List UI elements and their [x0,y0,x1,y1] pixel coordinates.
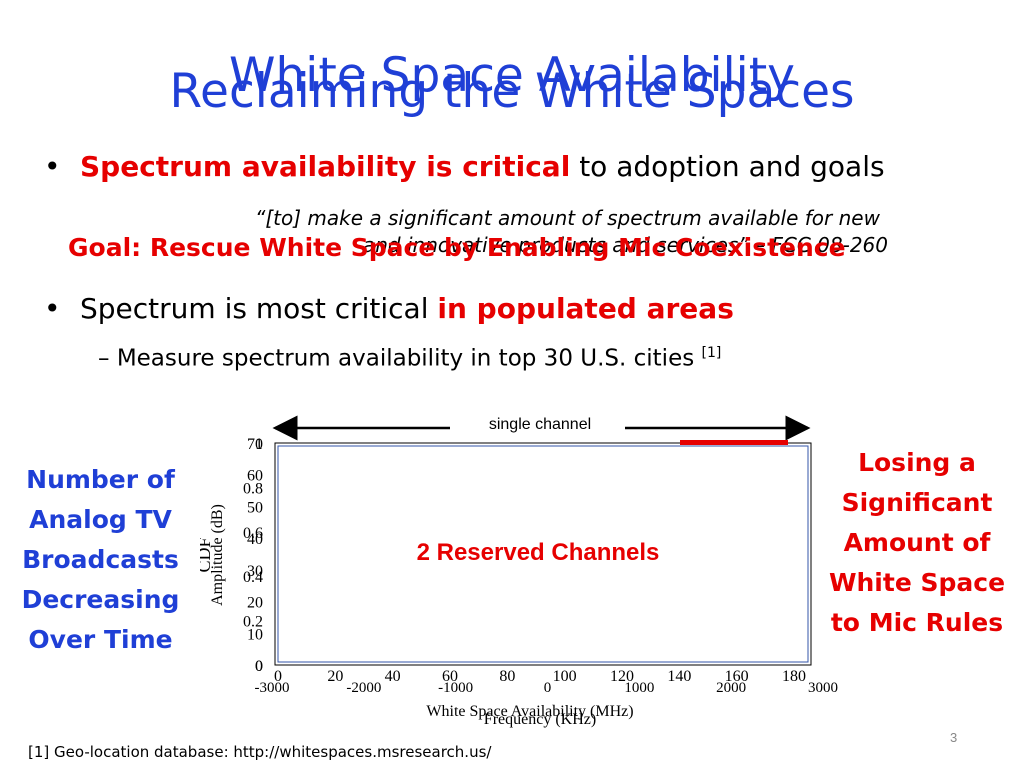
footnote: [1] Geo-location database: http://whites… [28,743,492,761]
bullet-populated: • Spectrum is most critical in populated … [44,292,734,325]
page-number: 3 [950,730,958,745]
amp-x-tick: 3000 [808,680,838,696]
cdf-x-tick: 80 [499,668,515,685]
slide-title: Reclaiming the White Spaces [169,64,855,119]
note-line: Number of [26,465,175,494]
amp-x-tick: 0 [544,680,552,696]
analog-tv-note: Number of Analog TV Broadcasts Decreasin… [18,460,183,660]
amp-y-tick: 20 [247,595,263,612]
bullet-text: to adoption and goals [570,150,885,183]
amp-x-tick: -2000 [346,680,381,696]
cdf-x-label: White Space Availability (MHz) [426,703,633,720]
goal-statement: Goal: Rescue White Space by Enabling Mic… [68,233,846,262]
cdf-y-tick: 0.4 [243,569,263,586]
bullet-availability: • Spectrum availability is critical to ad… [44,150,885,183]
amp-x-label: Frequency (KHz) [484,711,596,728]
note-line: Analog TV [29,505,172,534]
amp-y-tick: 0 [255,658,263,675]
amp-y-tick: 40 [247,531,263,548]
overlay-box [277,445,809,663]
cdf-x-tick: 0 [274,668,282,685]
sub-bullet-measure: – Measure spectrum availability in top 3… [98,345,721,372]
cdf-x-tick: 40 [385,668,401,685]
cdf-y-label: CDF [200,537,214,572]
bullet-icon: • [44,150,61,183]
note-line: Over Time [28,625,173,654]
amp-y-tick: 30 [247,563,263,580]
note-line: Decreasing [21,585,180,614]
amp-x-ticks: -3000 -2000 -1000 0 1000 2000 3000 [255,680,839,696]
cdf-y-tick: 0 [255,658,263,675]
note-line: Significant [841,488,993,517]
bullet-icon: • [44,292,61,325]
dash-icon: – [98,345,110,372]
reference-marker: [1] [701,345,722,361]
cdf-y-ticks: 1 0.8 0.6 0.4 0.2 0 [243,436,263,675]
reserved-channel-strip [680,440,788,445]
amp-y-tick: 50 [247,499,263,516]
cdf-x-ticks: 0 20 40 60 80 100 120 140 160 180 [274,668,806,685]
cdf-x-tick: 20 [327,668,343,685]
overlaid-charts: single channel 2 Reserved Channels 1 0.8 0… [200,415,839,728]
cdf-y-tick: 1 [255,436,263,453]
cdf-x-tick: 120 [610,668,634,685]
amp-x-tick: 2000 [716,680,746,696]
amp-y-tick: 10 [247,626,263,643]
amp-y-tick: 70 [247,436,263,453]
bullet-text: Spectrum is most critical [80,292,438,325]
amp-x-tick: -3000 [255,680,290,696]
slide-title-overlay: White Space Availability [229,48,795,103]
amp-y-ticks: 70 60 50 40 30 20 10 0 [247,436,263,675]
cdf-y-tick: 0.6 [243,525,263,542]
cdf-x-tick: 60 [442,668,458,685]
cdf-y-tick: 0.2 [243,614,263,631]
amp-y-tick: 60 [247,468,263,485]
single-channel-label: single channel [489,416,591,433]
cdf-x-tick: 180 [782,668,806,685]
quote-line-1: “[to] make a significant amount of spect… [255,206,880,230]
bullet-red-text: in populated areas [437,292,734,325]
fcc-quote: “[to] make a significant amount of spect… [255,205,915,259]
amp-x-tick: 1000 [624,680,654,696]
note-line: to Mic Rules [830,608,1004,637]
cdf-y-tick: 0.8 [243,480,263,497]
reserved-channels-label: 2 Reserved Channels [417,539,660,566]
sub-bullet-text: Measure spectrum availability in top 30 … [116,345,702,372]
note-line: Losing a [858,448,976,477]
note-line: White Space [828,568,1006,597]
amp-y-label: Amplitude (dB) [209,504,226,606]
amp-x-tick: -1000 [438,680,473,696]
quote-line-2: and innovative products and services” – … [363,233,889,257]
note-line: Broadcasts [22,545,179,574]
cdf-x-tick: 160 [725,668,749,685]
cdf-x-tick: 140 [667,668,691,685]
note-line: Amount of [843,528,991,557]
bullet-red-text: Spectrum availability is critical [80,150,571,183]
cdf-x-tick: 100 [553,668,577,685]
mic-rules-note: Losing a Significant Amount of White Spa… [822,443,1012,643]
